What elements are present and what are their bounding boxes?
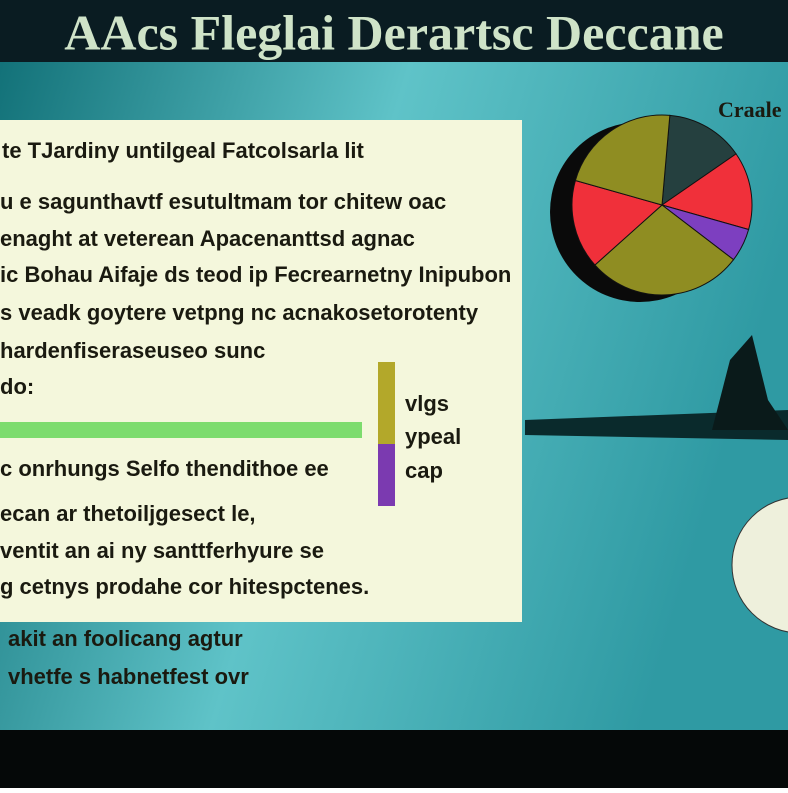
key-label: ypeal xyxy=(405,424,461,449)
panel-line: ventit an ai ny santtferhyure se xyxy=(0,538,324,563)
footer-line: akit an foolicang agtur xyxy=(8,626,243,651)
panel-line: hardenfiseraseuseo sunc xyxy=(0,338,265,363)
pie-title: Craale xyxy=(718,97,782,122)
divider xyxy=(0,422,362,438)
panel-heading: te TJardiny untilgeal Fatcolsarla lit xyxy=(2,138,365,163)
panel-line: u e sagunthavtf esutultmam tor chitew oa… xyxy=(0,189,446,214)
pie-slice xyxy=(661,114,737,207)
panel-line: s veadk goytere vetpng nc acnakosetorote… xyxy=(0,300,479,325)
top-bar xyxy=(0,0,788,62)
panel-line: enaght at veterean Apacenanttsd agnac xyxy=(0,226,415,251)
key-bar-top xyxy=(378,362,395,444)
key-bar-bottom xyxy=(378,444,395,506)
pie-slice xyxy=(574,114,671,206)
panel-line: do: xyxy=(0,374,34,399)
panel-line: c onrhungs Selfo thendithoe ee xyxy=(0,456,329,481)
panel-line: ecan ar thetoiljgesect le, xyxy=(0,501,256,526)
pie-slice xyxy=(571,179,664,266)
circle-decor xyxy=(731,497,788,633)
panel-line: g cetnys prodahe cor hitespctenes. xyxy=(0,574,369,599)
footer-line: vhetfe s habnetfest ovr xyxy=(8,664,249,689)
bottom-bar xyxy=(0,730,788,788)
panel-line: ic Bohau Aifaje ds teod ip Fecrearnetny … xyxy=(0,262,511,287)
title: AAcs Fleglai Derartsc Deccane xyxy=(64,4,723,60)
pie-slice xyxy=(660,153,753,231)
pie-slice xyxy=(594,204,735,296)
island xyxy=(712,335,788,430)
key-label: vlgs xyxy=(405,391,449,416)
text-panel xyxy=(0,120,522,622)
key-label: cap xyxy=(405,458,443,483)
